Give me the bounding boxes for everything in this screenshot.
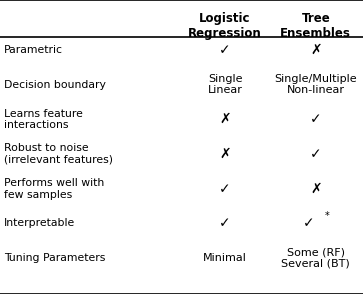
Text: Tree
Ensembles: Tree Ensembles <box>280 12 351 40</box>
Text: ✓: ✓ <box>219 43 231 57</box>
Text: Decision boundary: Decision boundary <box>4 80 106 90</box>
Text: Performs well with
few samples: Performs well with few samples <box>4 178 104 200</box>
Text: ✓: ✓ <box>310 112 322 126</box>
Text: Parametric: Parametric <box>4 45 63 55</box>
Text: ✗: ✗ <box>219 147 231 161</box>
Text: Single/Multiple
Non-linear: Single/Multiple Non-linear <box>274 74 357 96</box>
Text: Some (RF)
Several (BT): Some (RF) Several (BT) <box>281 247 350 269</box>
Text: Minimal: Minimal <box>203 253 247 263</box>
Text: Robust to noise
(irrelevant features): Robust to noise (irrelevant features) <box>4 143 113 165</box>
Text: ✗: ✗ <box>310 182 322 196</box>
Text: ✓: ✓ <box>219 216 231 230</box>
Text: Single
Linear: Single Linear <box>208 74 242 96</box>
Text: ✗: ✗ <box>310 43 322 57</box>
Text: Interpretable: Interpretable <box>4 218 75 228</box>
Text: ✓: ✓ <box>303 216 314 230</box>
Text: ✓: ✓ <box>310 147 322 161</box>
Text: Learns feature
interactions: Learns feature interactions <box>4 108 82 130</box>
Text: Logistic
Regression: Logistic Regression <box>188 12 262 40</box>
Text: ✗: ✗ <box>219 112 231 126</box>
Text: *: * <box>324 211 329 221</box>
Text: ✓: ✓ <box>219 182 231 196</box>
Text: Tuning Parameters: Tuning Parameters <box>4 253 105 263</box>
